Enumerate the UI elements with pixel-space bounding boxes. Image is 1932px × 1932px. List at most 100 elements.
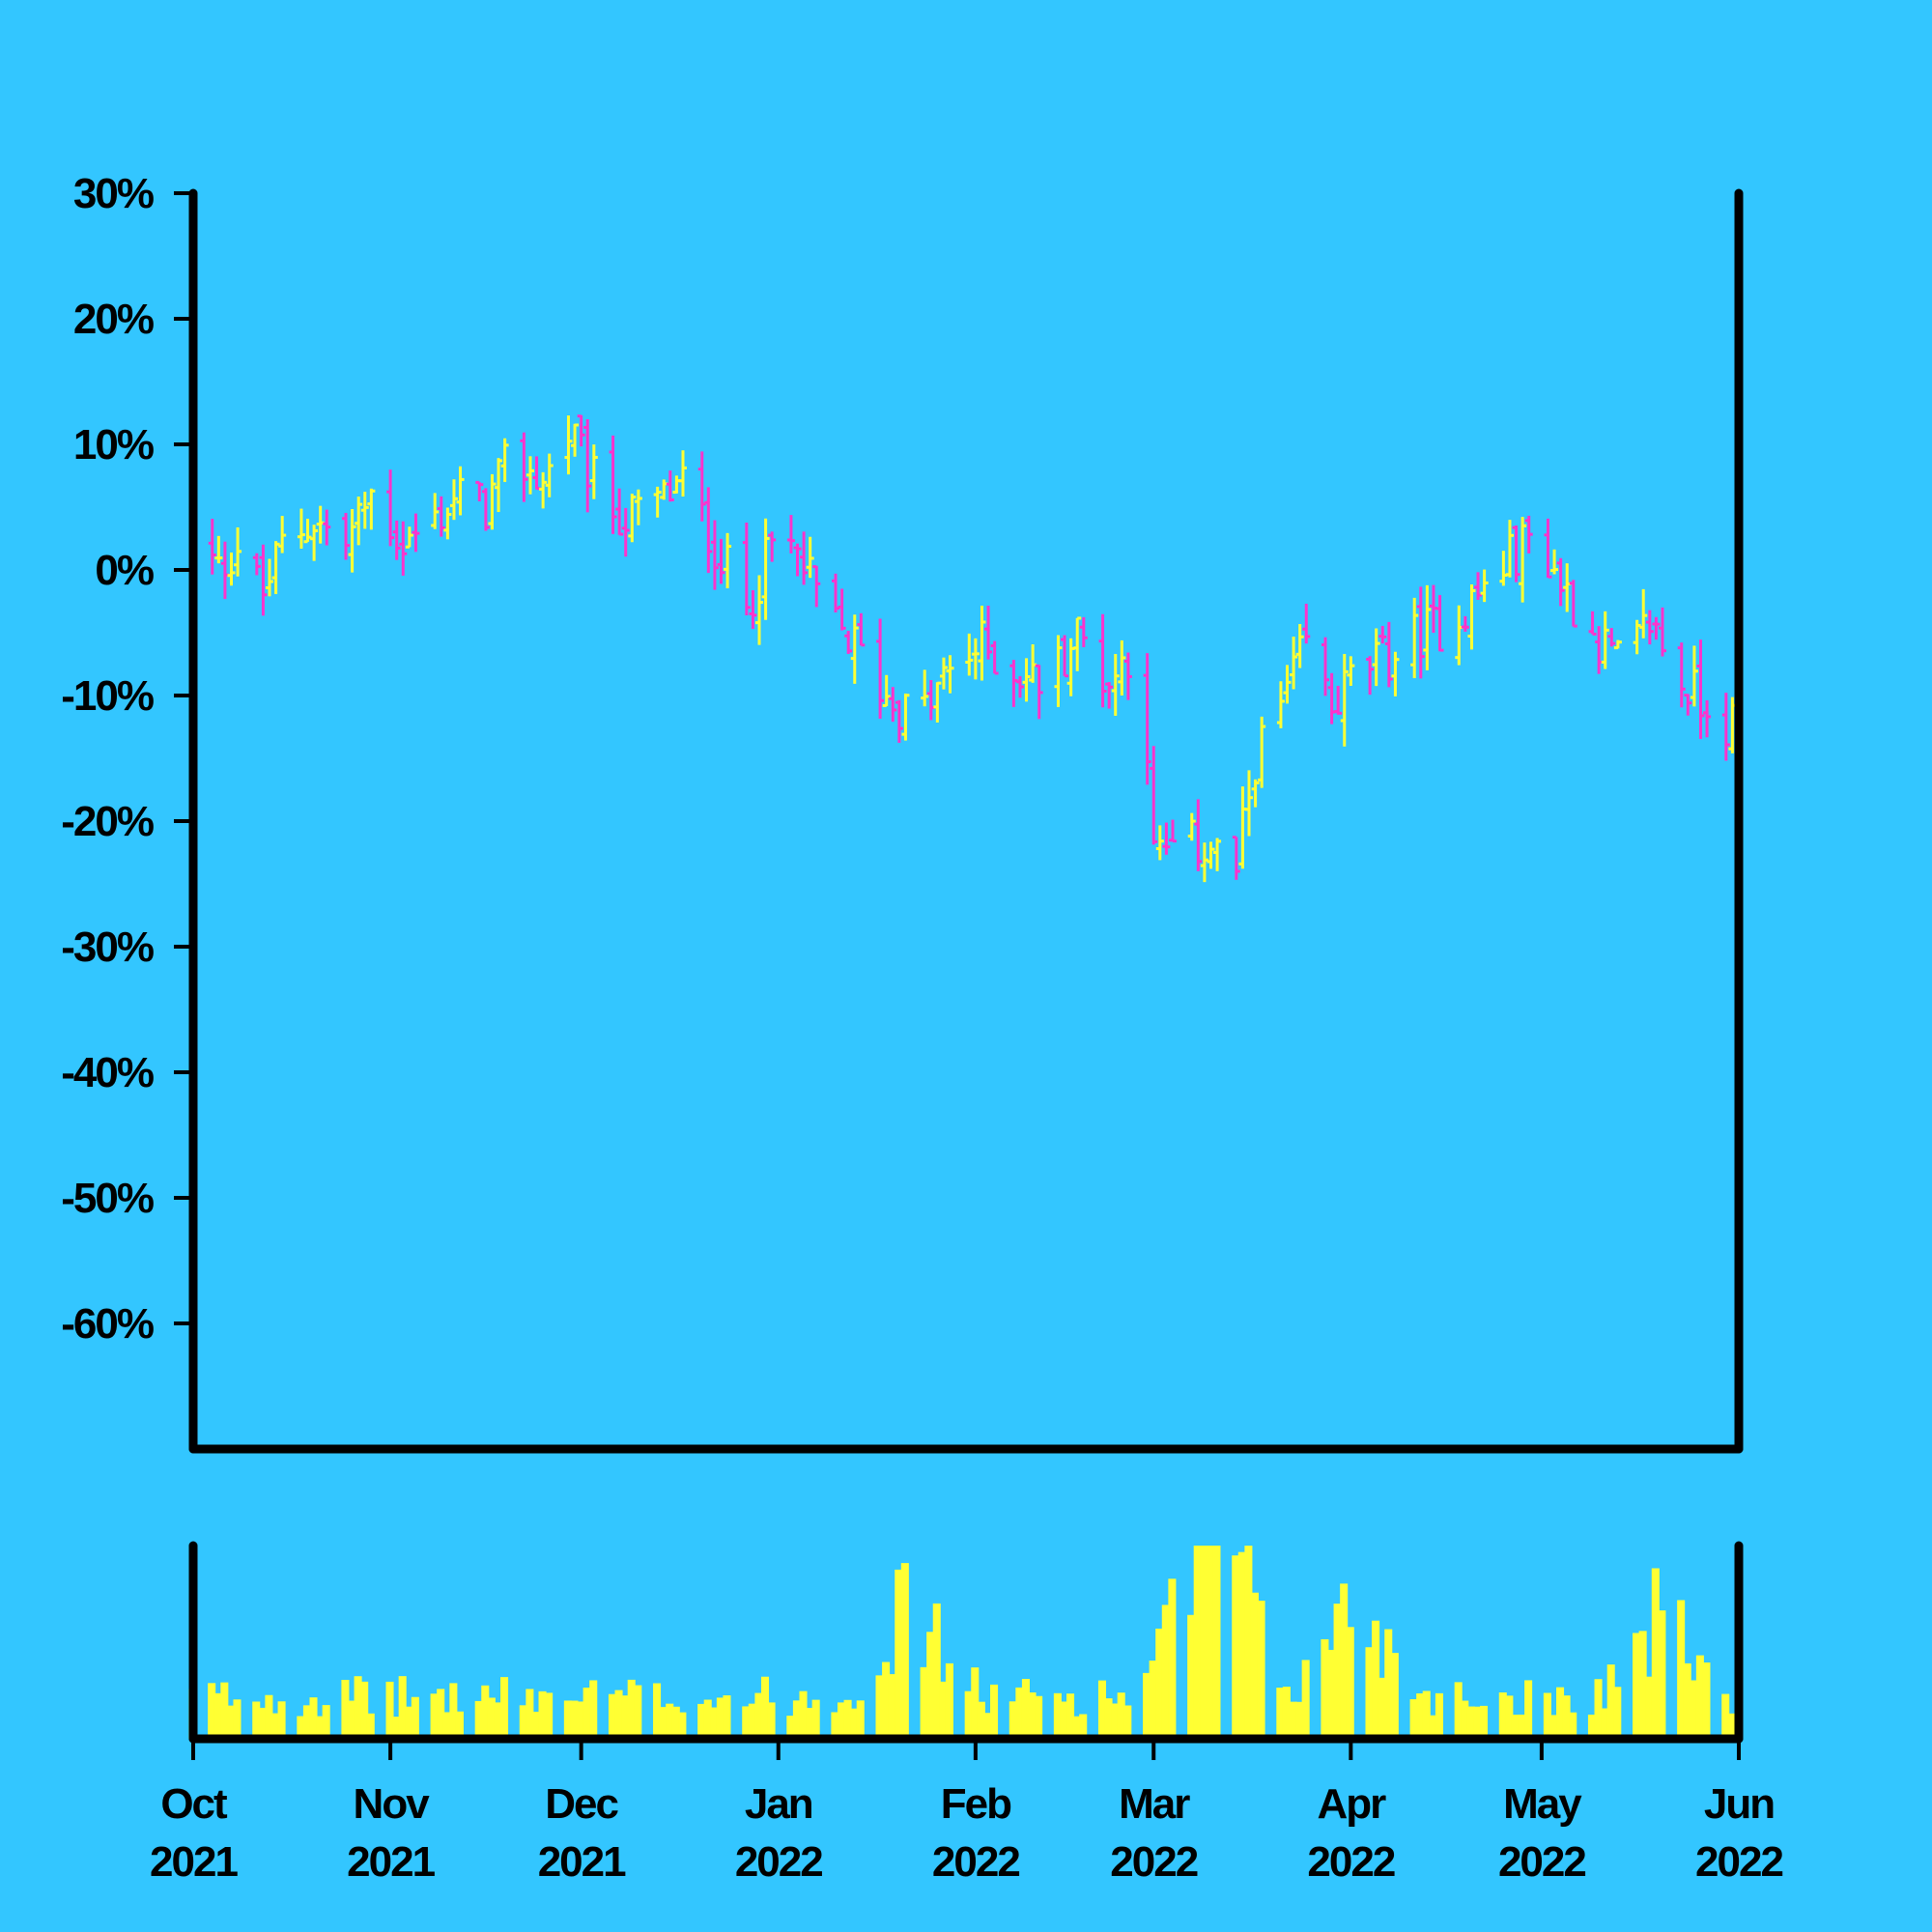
- volume-bar: [608, 1693, 616, 1739]
- volume-bar: [226, 1705, 235, 1739]
- ohlc-bar: [367, 488, 376, 530]
- volume-bar: [671, 1706, 680, 1739]
- volume-bar: [1123, 1705, 1132, 1739]
- ohlc-bar: [1677, 642, 1686, 708]
- axes: [188, 188, 1744, 1744]
- volume-bar: [1543, 1692, 1551, 1739]
- y-tick-label: -20%: [61, 798, 154, 845]
- volume-bar: [1498, 1692, 1507, 1739]
- ohlc-bar: [933, 681, 942, 723]
- volume-bar: [1505, 1695, 1514, 1739]
- volume-bar: [347, 1700, 356, 1739]
- volume-bar: [1683, 1662, 1691, 1739]
- ohlc-bar: [1645, 610, 1654, 645]
- ohlc-bar: [1207, 841, 1215, 869]
- volume-bar: [1365, 1647, 1374, 1739]
- volume-bar: [837, 1702, 846, 1739]
- volume-bar: [1435, 1692, 1443, 1739]
- ohlc-bar: [634, 489, 642, 526]
- ohlc-bar: [1588, 611, 1597, 636]
- ohlc-bar: [1658, 607, 1666, 657]
- ohlc-bar: [1423, 584, 1432, 670]
- volume-bar: [703, 1699, 712, 1739]
- volume-bar: [1702, 1662, 1711, 1739]
- ohlc-bar: [882, 674, 891, 707]
- ohlc-bar: [1696, 639, 1705, 739]
- volume-bar: [1695, 1655, 1704, 1739]
- ohlc-bar: [939, 657, 948, 690]
- ohlc-bar: [793, 543, 802, 577]
- ohlc-bar: [360, 492, 369, 529]
- volume-bar: [1187, 1614, 1196, 1739]
- volume-bar: [1677, 1600, 1686, 1739]
- ohlc-bar: [1009, 660, 1018, 707]
- x-tick-year: 2021: [538, 1838, 626, 1886]
- ohlc-bar: [1238, 786, 1247, 869]
- ohlc-bar: [1022, 658, 1031, 702]
- volume-bar: [990, 1684, 999, 1739]
- ohlc-bar: [545, 453, 554, 497]
- volume-bar: [760, 1676, 770, 1739]
- x-tick-month: Feb: [941, 1780, 1011, 1828]
- x-tick-year: 2022: [932, 1838, 1019, 1886]
- ohlc-bar: [1550, 549, 1559, 575]
- volume-bar: [811, 1699, 820, 1739]
- volume-bar: [1651, 1568, 1660, 1739]
- volume-bar: [1645, 1676, 1654, 1739]
- x-tick-month: Dec: [545, 1780, 618, 1828]
- ohlc-bar: [1512, 525, 1520, 582]
- ohlc-bar: [1061, 635, 1069, 678]
- ohlc-bar: [1474, 572, 1483, 601]
- volume-bar: [385, 1681, 394, 1739]
- volume-bar: [208, 1683, 216, 1739]
- volume-bar: [1035, 1695, 1043, 1739]
- ohlc-bar: [495, 458, 503, 513]
- volume-bar: [1409, 1699, 1418, 1739]
- volume-bar: [1587, 1714, 1596, 1739]
- volume-bar: [806, 1708, 814, 1739]
- y-tick-label: -40%: [61, 1049, 154, 1096]
- x-tick-year: 2022: [1695, 1838, 1782, 1886]
- ohlc-bar: [1105, 682, 1114, 709]
- volume-bar: [1117, 1692, 1125, 1739]
- ohlc-bar: [1435, 594, 1444, 652]
- volume-bar: [710, 1707, 719, 1739]
- ohlc-bar: [208, 519, 216, 575]
- volume-bar: [634, 1685, 642, 1739]
- volume-bar: [1594, 1679, 1603, 1739]
- volume-bar: [1257, 1601, 1265, 1739]
- volume-bar: [920, 1666, 928, 1739]
- ohlc-bar: [1340, 654, 1349, 747]
- volume-bar: [430, 1693, 439, 1739]
- volume-bar: [258, 1707, 267, 1739]
- volume-bar: [1416, 1692, 1425, 1739]
- ohlc-bar: [589, 444, 598, 499]
- ohlc-bar: [1703, 699, 1712, 738]
- ohlc-bar: [749, 590, 757, 630]
- volume-bar: [971, 1667, 980, 1739]
- volume-bar: [398, 1676, 407, 1739]
- ohlc-bar: [838, 588, 846, 631]
- ohlc-bar: [278, 516, 287, 554]
- volume-bar: [1429, 1715, 1437, 1739]
- ohlc-bar: [481, 488, 490, 531]
- ohlc-bar: [348, 509, 356, 573]
- ohlc-bar: [672, 475, 681, 495]
- ohlc-bar: [564, 415, 573, 475]
- ohlc-bar: [214, 535, 223, 564]
- ohlc-bar: [1187, 812, 1196, 841]
- ohlc-bar: [609, 435, 617, 534]
- y-tick-label: 20%: [73, 296, 154, 343]
- ohlc-bar: [806, 536, 814, 579]
- volume-bar: [265, 1694, 273, 1739]
- volume-bar: [1250, 1592, 1260, 1739]
- volume-bar: [1690, 1680, 1698, 1739]
- volume-bar: [582, 1687, 591, 1739]
- volume-bar: [519, 1705, 527, 1739]
- ohlc-bar: [1690, 645, 1698, 707]
- ohlc-bar: [1232, 836, 1240, 880]
- volume-bar: [277, 1701, 286, 1739]
- ohlc-bar: [1601, 611, 1609, 669]
- ohlc-bar: [1123, 652, 1132, 700]
- ohlc-bar: [768, 531, 777, 562]
